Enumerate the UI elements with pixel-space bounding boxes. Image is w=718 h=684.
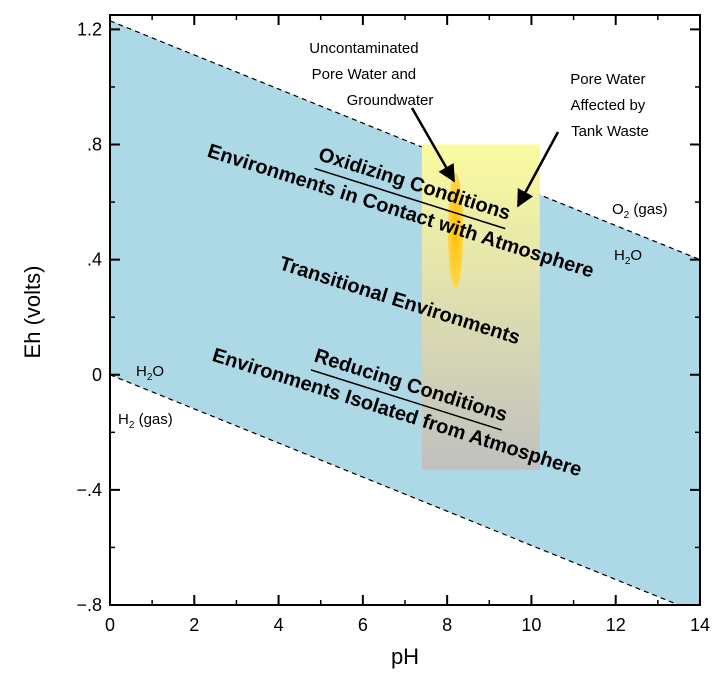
- x-tick-label: 12: [606, 615, 626, 635]
- water-stability-field: [110, 20, 700, 605]
- reducing-underline: [310, 369, 502, 431]
- x-tick-label: 6: [358, 615, 368, 635]
- oxidizing-underline: [314, 167, 506, 230]
- x-tick-label: 8: [442, 615, 452, 635]
- x-tick-label: 0: [105, 615, 115, 635]
- x-tick-label: 10: [521, 615, 541, 635]
- y-tick-label: −.4: [76, 480, 102, 500]
- uncontaminated-annotation: Uncontaminated Pore Water and Groundwate…: [309, 40, 433, 109]
- h2o-upper-label: H2O: [614, 247, 642, 267]
- o2-gas-label: O2 (gas): [612, 201, 668, 221]
- tank-waste-arrow: [516, 131, 560, 208]
- y-tick-label: 0: [92, 365, 102, 385]
- uncontaminated-water-ellipse: [447, 173, 464, 289]
- h2-gas-label: H2 (gas): [118, 411, 173, 431]
- h2o-h2-boundary-line: [110, 374, 681, 605]
- x-tick-label: 2: [189, 615, 199, 635]
- h2o-lower-label: H2O: [136, 363, 164, 383]
- y-tick-label: −.8: [76, 595, 102, 615]
- uncontaminated-arrow: [410, 107, 456, 183]
- axis-ticks: 0 2 4 6 8 10 12 14 1.2 .8 .4 0 −.4 −.8: [76, 15, 710, 635]
- x-tick-label: 4: [274, 615, 284, 635]
- x-axis-title: pH: [391, 644, 419, 669]
- y-tick-label: .4: [87, 250, 102, 270]
- y-tick-label: .8: [87, 135, 102, 155]
- o2-h2o-boundary-line: [110, 20, 700, 261]
- y-axis-title: Eh (volts): [20, 266, 45, 359]
- tank-waste-annotation: Pore Water Affected by Tank Waste: [570, 71, 649, 140]
- x-tick-label: 14: [690, 615, 710, 635]
- y-tick-label: 1.2: [77, 19, 102, 39]
